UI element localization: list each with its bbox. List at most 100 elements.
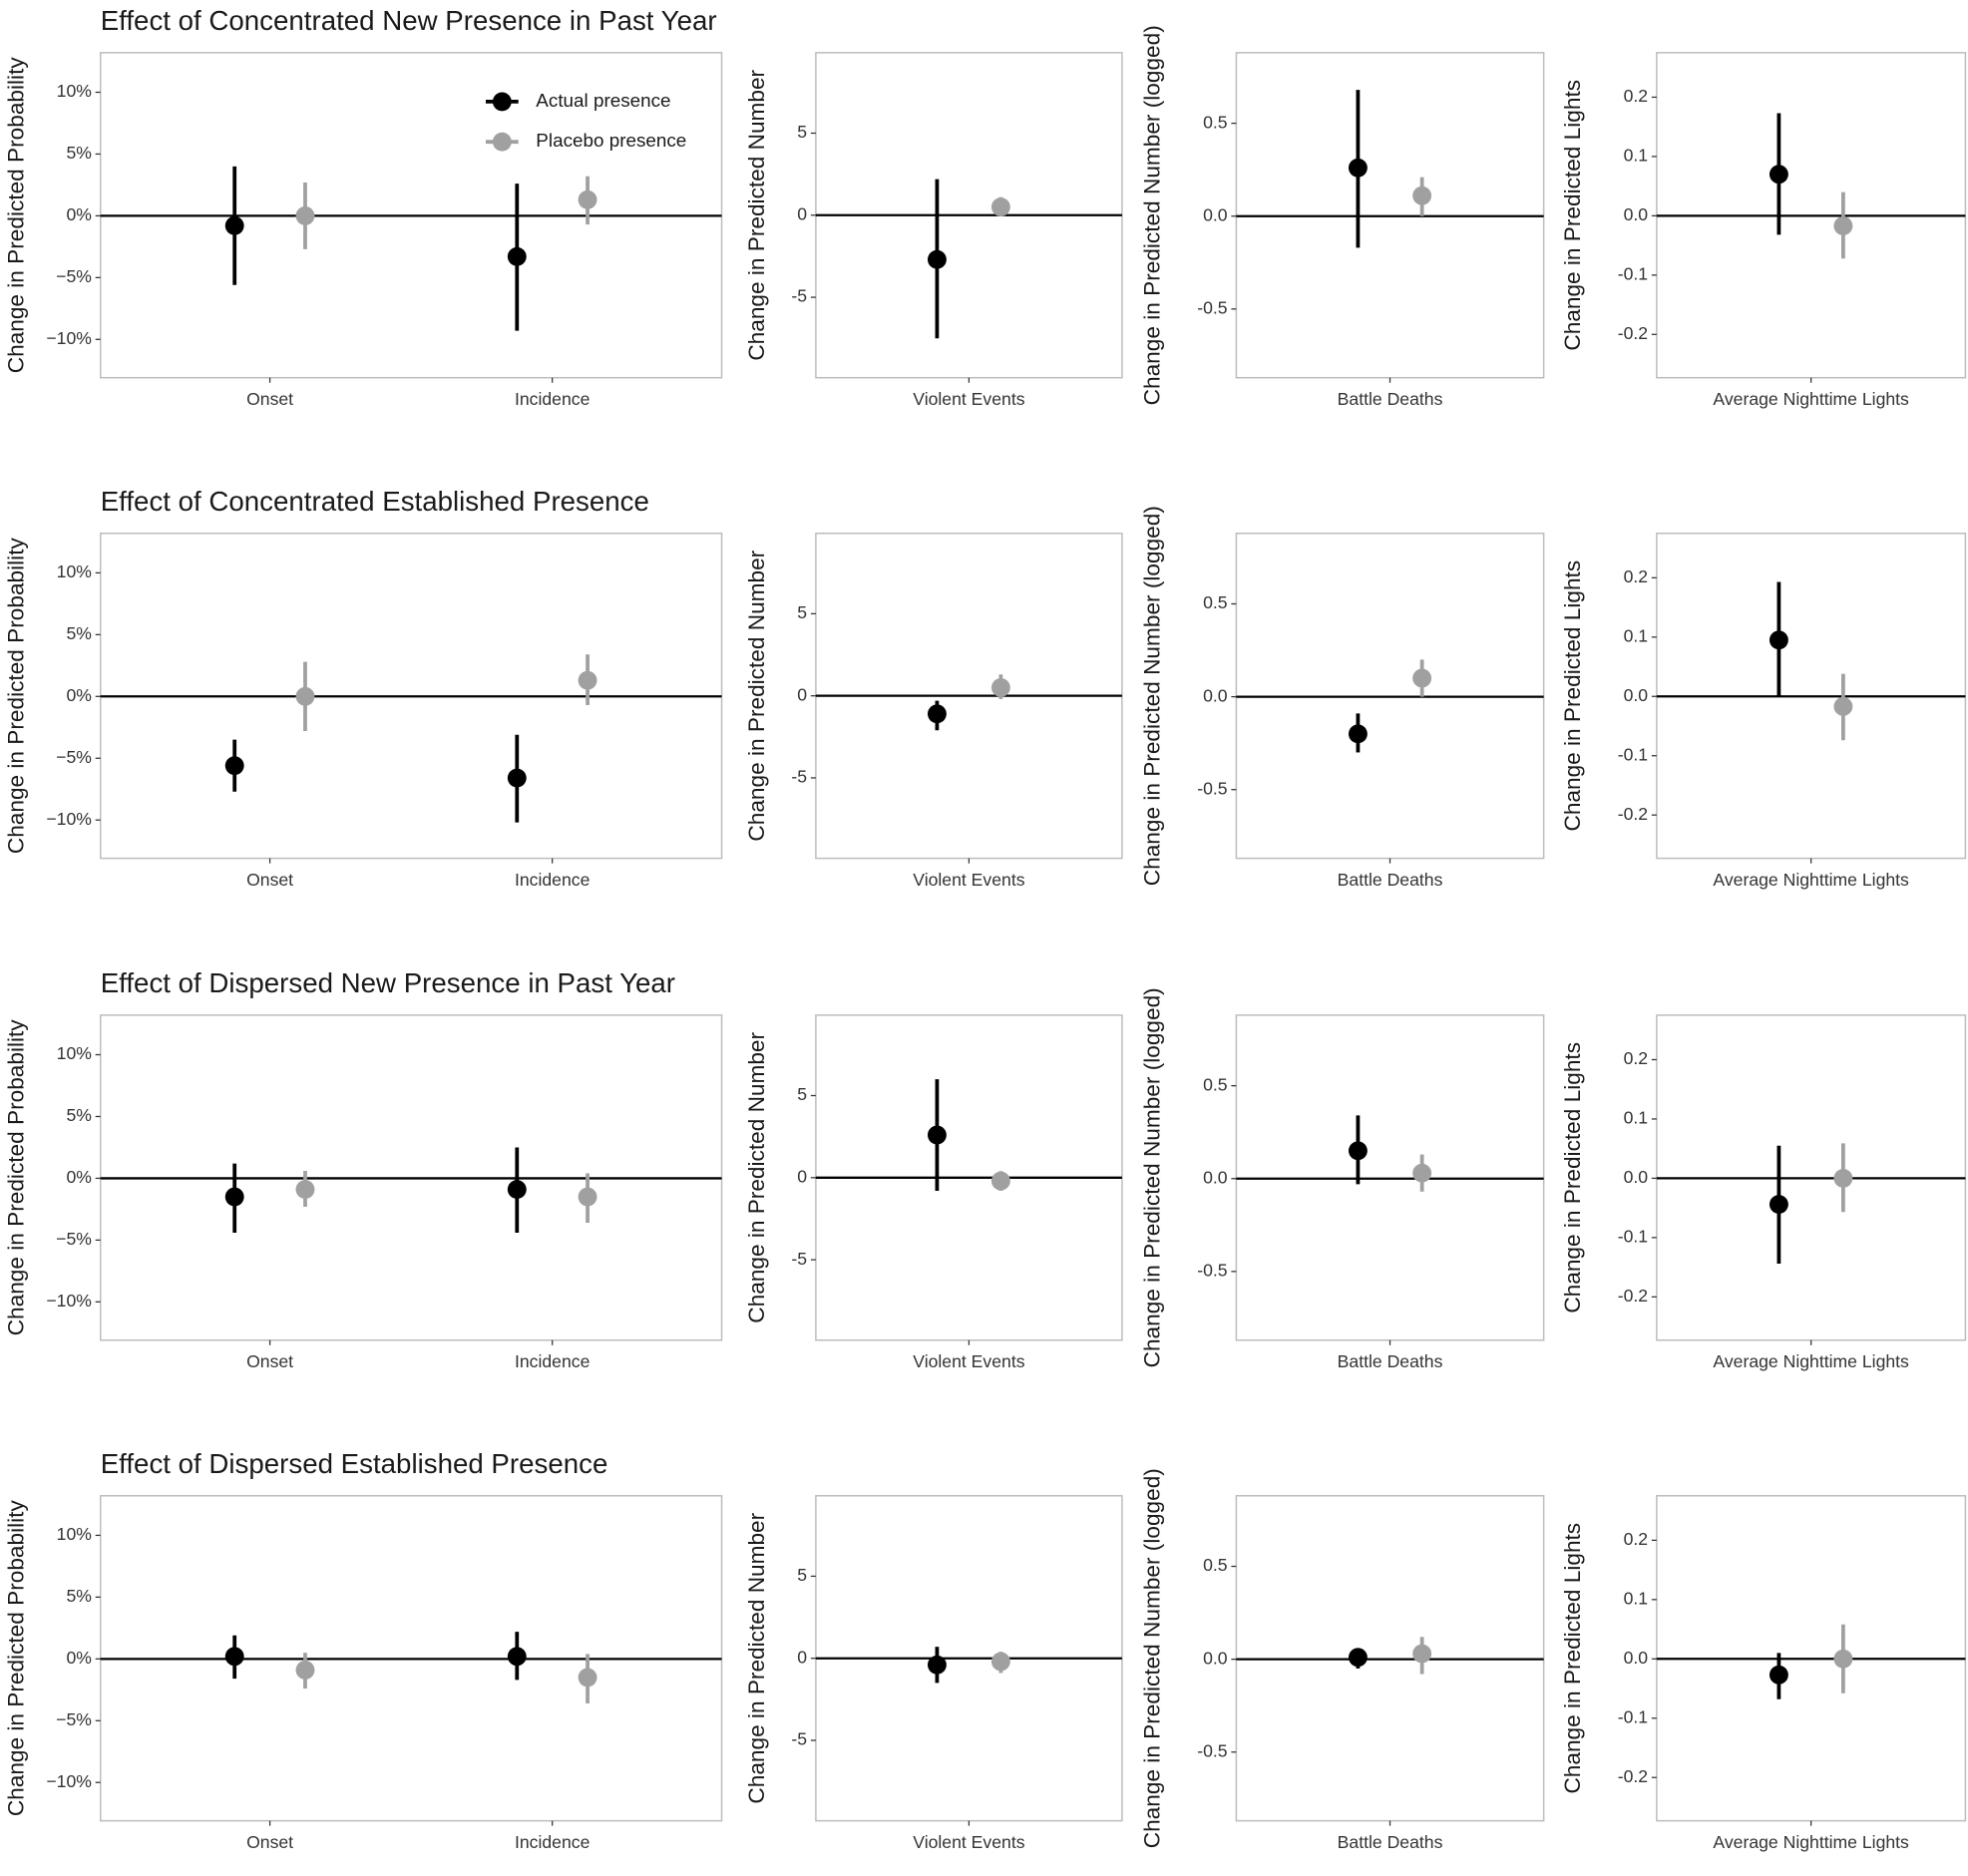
y-tick-label: 5 (797, 122, 807, 142)
y-axis-label: Change in Predicted Number (logged) (1139, 987, 1164, 1367)
y-tick-label: −10% (46, 328, 92, 348)
point (1412, 1163, 1432, 1183)
point (507, 1180, 527, 1200)
point (224, 1187, 244, 1207)
y-tick-label: 0.0 (1203, 1167, 1228, 1187)
point (1348, 1648, 1368, 1668)
y-axis-label: Change in Predicted Number (744, 69, 769, 360)
y-tick-label: 10% (57, 562, 93, 581)
y-axis-label: Change in Predicted Probability (4, 1500, 29, 1817)
y-axis-label: Change in Predicted Lights (1560, 561, 1585, 832)
point (1833, 696, 1853, 716)
y-tick-label: −5% (56, 1229, 92, 1249)
point (990, 1171, 1010, 1191)
y-tick-label: 10% (57, 1043, 93, 1063)
y-tick-label: 0.2 (1624, 1529, 1648, 1549)
point (1769, 165, 1788, 185)
y-axis-label: Change in Predicted Number (744, 1031, 769, 1322)
y-tick-label: -0.5 (1197, 297, 1228, 317)
y-tick-label: 10% (57, 1524, 93, 1544)
point (1769, 630, 1788, 650)
point (578, 1668, 597, 1688)
x-tick-label: Violent Events (913, 1351, 1024, 1371)
x-tick-label: Onset (246, 1832, 293, 1852)
y-tick-label: 0.5 (1203, 1555, 1228, 1575)
y-tick-label: −10% (46, 809, 92, 829)
y-tick-label: -0.2 (1618, 323, 1648, 343)
point (295, 1661, 315, 1680)
x-tick-label: Onset (246, 389, 293, 409)
y-axis-label: Change in Predicted Number (logged) (1139, 1468, 1164, 1848)
legend-key-point (492, 132, 512, 152)
y-tick-label: 5% (66, 1105, 92, 1125)
y-tick-label: 5% (66, 623, 92, 643)
point (578, 670, 597, 690)
y-tick-label: -0.2 (1618, 1766, 1648, 1786)
y-tick-label: -0.1 (1618, 1227, 1648, 1247)
y-tick-label: 0 (797, 1647, 807, 1667)
x-tick-label: Violent Events (913, 1832, 1024, 1852)
point (224, 1647, 244, 1667)
point (1769, 1195, 1788, 1215)
x-tick-label: Incidence (515, 389, 590, 409)
panel-title: Effect of Concentrated Established Prese… (101, 486, 649, 517)
y-tick-label: 0.2 (1624, 1048, 1648, 1068)
panel-title: Effect of Concentrated New Presence in P… (101, 5, 717, 36)
y-tick-label: -0.1 (1618, 1706, 1648, 1726)
point (507, 1647, 527, 1667)
x-tick-label: Onset (246, 870, 293, 890)
legend-label: Placebo presence (536, 130, 686, 151)
y-axis-label: Change in Predicted Lights (1560, 80, 1585, 351)
y-tick-label: 0.2 (1624, 86, 1648, 106)
x-tick-label: Average Nighttime Lights (1713, 389, 1909, 409)
y-tick-label: -5 (791, 1249, 807, 1269)
y-axis-label: Change in Predicted Number (744, 1512, 769, 1803)
y-tick-label: 0% (66, 685, 92, 705)
point (224, 756, 244, 776)
y-tick-label: −5% (56, 747, 92, 767)
point (990, 197, 1010, 216)
point (295, 686, 315, 706)
point (1412, 186, 1432, 205)
y-tick-label: 0% (66, 204, 92, 224)
point (295, 205, 315, 225)
point (990, 1652, 1010, 1672)
y-tick-label: 0.0 (1203, 204, 1228, 224)
y-axis-label: Change in Predicted Lights (1560, 1042, 1585, 1313)
x-tick-label: Average Nighttime Lights (1713, 870, 1909, 890)
point (1348, 1141, 1368, 1161)
y-tick-label: -0.1 (1618, 744, 1648, 764)
y-tick-label: 0.1 (1624, 146, 1648, 166)
x-tick-label: Onset (246, 1351, 293, 1371)
y-tick-label: 0% (66, 1167, 92, 1187)
point (224, 215, 244, 235)
y-tick-label: 0 (797, 684, 807, 704)
y-axis-label: Change in Predicted Number (logged) (1139, 506, 1164, 886)
y-tick-label: −10% (46, 1291, 92, 1311)
point (295, 1180, 315, 1200)
y-tick-label: 0% (66, 1648, 92, 1668)
y-axis-label: Change in Predicted Number (logged) (1139, 25, 1164, 405)
y-axis-label: Change in Predicted Probability (4, 538, 29, 855)
y-tick-label: −5% (56, 266, 92, 286)
x-tick-label: Average Nighttime Lights (1713, 1351, 1909, 1371)
y-tick-label: -5 (791, 767, 807, 787)
y-tick-label: -0.2 (1618, 804, 1648, 824)
y-tick-label: 0.1 (1624, 625, 1648, 645)
point (1833, 216, 1853, 235)
point (990, 678, 1010, 697)
y-tick-label: 0.0 (1624, 1648, 1649, 1668)
y-tick-label: 0.5 (1203, 112, 1228, 132)
y-tick-label: 0.0 (1624, 1167, 1649, 1187)
point (507, 768, 527, 788)
y-tick-label: 0.1 (1624, 1588, 1648, 1608)
point (927, 1655, 947, 1675)
point (507, 246, 527, 266)
legend-label: Actual presence (536, 90, 670, 111)
y-axis-label: Change in Predicted Lights (1560, 1523, 1585, 1794)
x-tick-label: Average Nighttime Lights (1713, 1832, 1909, 1852)
point (1412, 1644, 1432, 1664)
y-tick-label: 10% (57, 81, 93, 101)
x-tick-label: Violent Events (913, 389, 1024, 409)
x-tick-label: Incidence (515, 870, 590, 890)
